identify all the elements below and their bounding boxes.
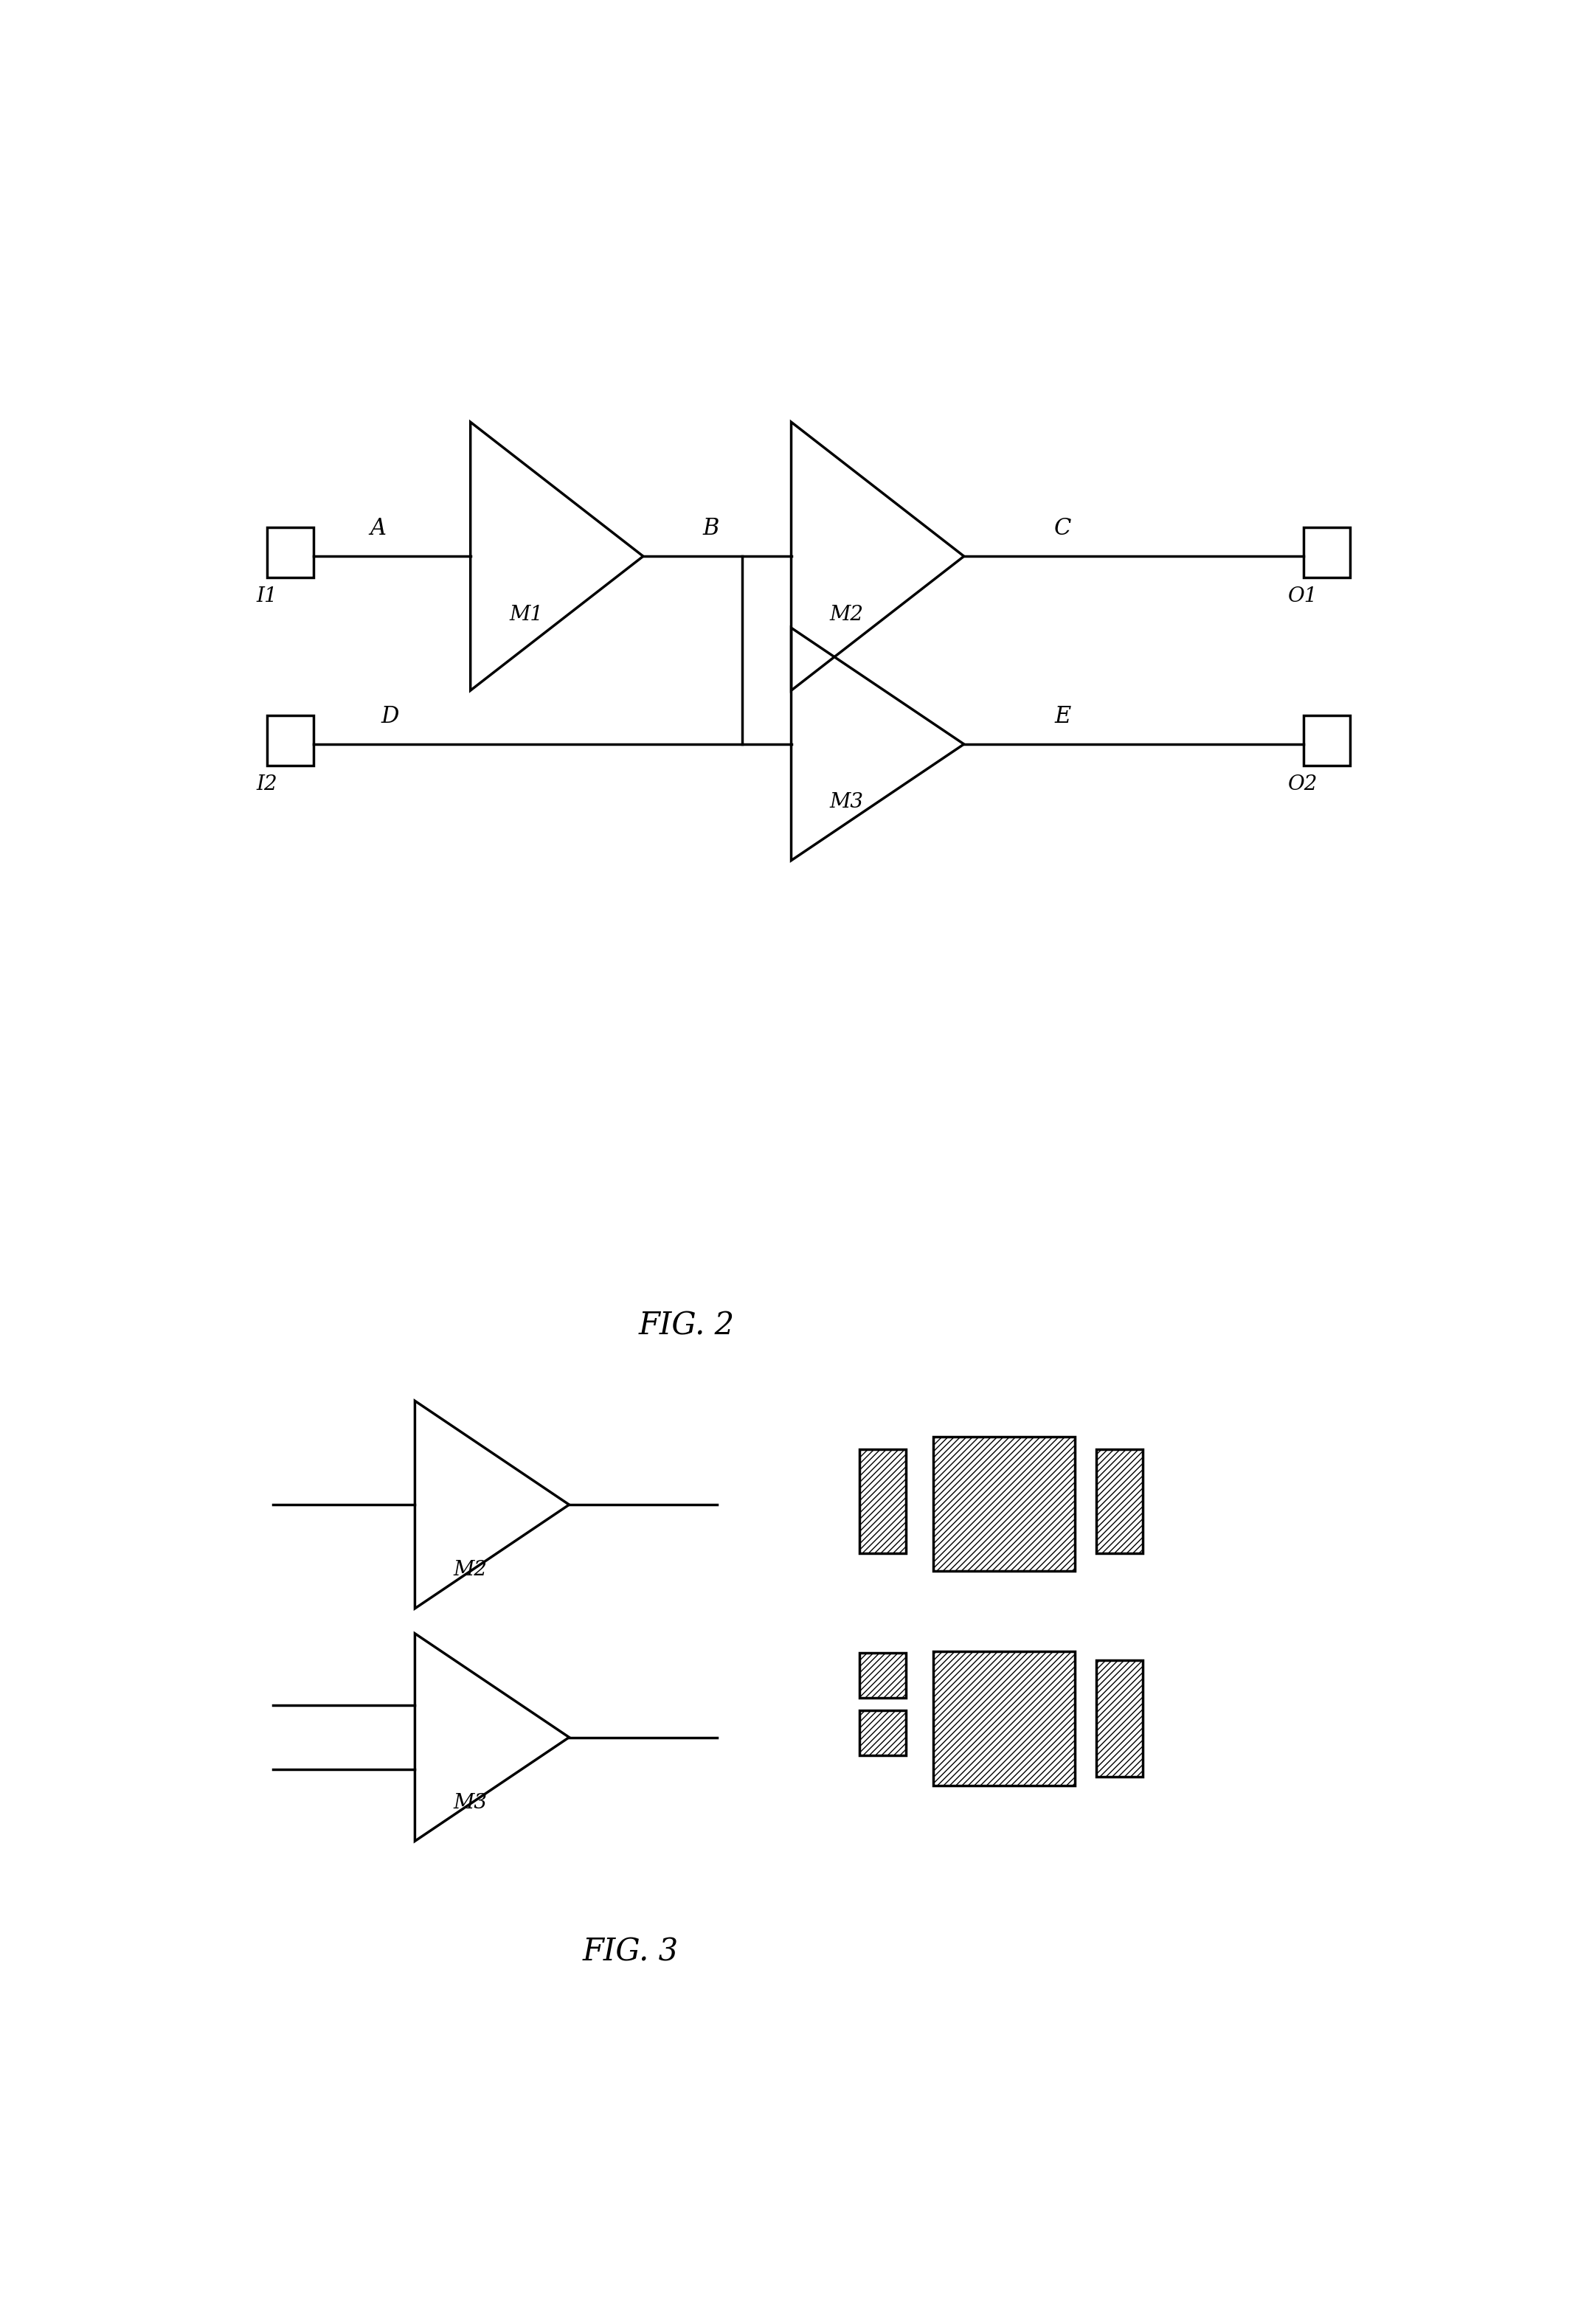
Bar — [860, 1652, 906, 1699]
Text: M2: M2 — [829, 604, 864, 625]
Bar — [1095, 1659, 1143, 1776]
Text: I1: I1 — [256, 586, 277, 607]
Text: I2: I2 — [256, 774, 277, 795]
Text: M3: M3 — [829, 792, 864, 813]
Bar — [1304, 528, 1350, 579]
Bar — [1304, 716, 1350, 765]
Bar — [933, 1436, 1075, 1571]
Text: M2: M2 — [454, 1559, 487, 1580]
Bar — [860, 1710, 906, 1755]
Text: FIG. 2: FIG. 2 — [638, 1311, 734, 1341]
Text: B: B — [702, 518, 720, 539]
Bar — [933, 1652, 1075, 1785]
Bar — [267, 716, 314, 765]
Text: O2: O2 — [1288, 774, 1318, 795]
Text: FIG. 3: FIG. 3 — [583, 1936, 678, 1968]
Bar — [860, 1450, 906, 1552]
Bar — [267, 528, 314, 579]
Text: O1: O1 — [1288, 586, 1318, 607]
Text: M1: M1 — [509, 604, 543, 625]
Bar — [1095, 1450, 1143, 1552]
Text: D: D — [380, 704, 400, 727]
Text: M3: M3 — [454, 1792, 487, 1813]
Text: A: A — [369, 518, 385, 539]
Text: C: C — [1054, 518, 1071, 539]
Text: E: E — [1054, 704, 1071, 727]
